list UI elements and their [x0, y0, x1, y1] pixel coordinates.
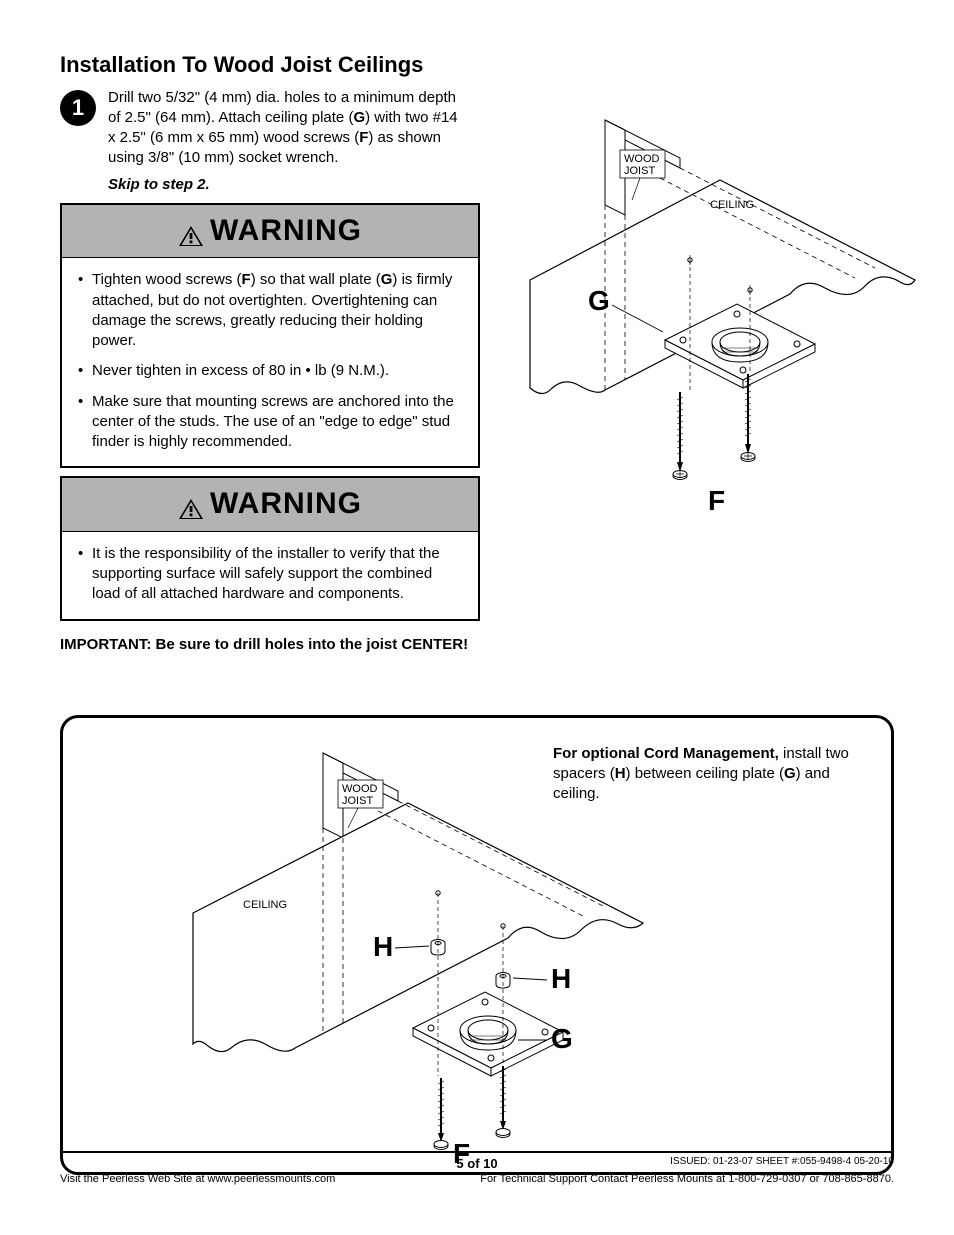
page-footer: 5 of 10 ISSUED: 01-23-07 SHEET #:055-949…	[60, 1151, 894, 1187]
warning-box-1: WARNING Tighten wood screws (F) so that …	[60, 203, 480, 469]
svg-text:WOOD: WOOD	[342, 783, 377, 795]
screw-f	[673, 392, 687, 480]
warning-header: WARNING	[62, 205, 478, 259]
warning-item: Tighten wood screws (F) so that wall pla…	[76, 270, 464, 351]
footer-site: Visit the Peerless Web Site at www.peerl…	[60, 1172, 335, 1187]
page-number: 5 of 10	[456, 1155, 497, 1173]
step-text: Drill two 5/32" (4 mm) dia. holes to a m…	[108, 88, 458, 195]
warning-item: Never tighten in excess of 80 in • lb (9…	[76, 361, 464, 381]
warning-triangle-icon	[178, 225, 204, 247]
left-column: 1 Drill two 5/32" (4 mm) dia. holes to a…	[60, 88, 480, 655]
label-g: G	[588, 285, 610, 316]
cord-management-box: For optional Cord Management, install tw…	[60, 715, 894, 1175]
warning-header: WARNING	[62, 478, 478, 532]
label-h: H	[373, 931, 393, 962]
svg-text:JOIST: JOIST	[342, 795, 373, 807]
warning-item: It is the responsibility of the installe…	[76, 544, 464, 605]
important-note: IMPORTANT: Be sure to drill holes into t…	[60, 635, 480, 655]
skip-text: Skip to step 2.	[108, 175, 458, 195]
label-ceiling: CEILING	[710, 199, 754, 211]
label-f: F	[708, 485, 725, 516]
warning-item: Make sure that mounting screws are ancho…	[76, 392, 464, 453]
warning-box-2: WARNING It is the responsibility of the …	[60, 476, 480, 620]
issued-line: ISSUED: 01-23-07 SHEET #:055-9498-4 05-2…	[498, 1155, 894, 1173]
ceiling-diagram-1: WOOD JOIST CEILING G F	[520, 110, 920, 540]
label-g: G	[551, 1023, 573, 1054]
step-badge: 1	[60, 90, 96, 126]
ceiling-diagram-2: WOOD JOIST CEILING H H G F	[173, 748, 733, 1168]
footer-support: For Technical Support Contact Peerless M…	[480, 1172, 894, 1187]
svg-text:CEILING: CEILING	[243, 899, 287, 911]
page-title: Installation To Wood Joist Ceilings	[60, 50, 894, 80]
label-wood-joist: WOOD	[624, 153, 659, 165]
label-h: H	[551, 963, 571, 994]
warning-triangle-icon	[178, 498, 204, 520]
svg-text:JOIST: JOIST	[624, 165, 655, 177]
